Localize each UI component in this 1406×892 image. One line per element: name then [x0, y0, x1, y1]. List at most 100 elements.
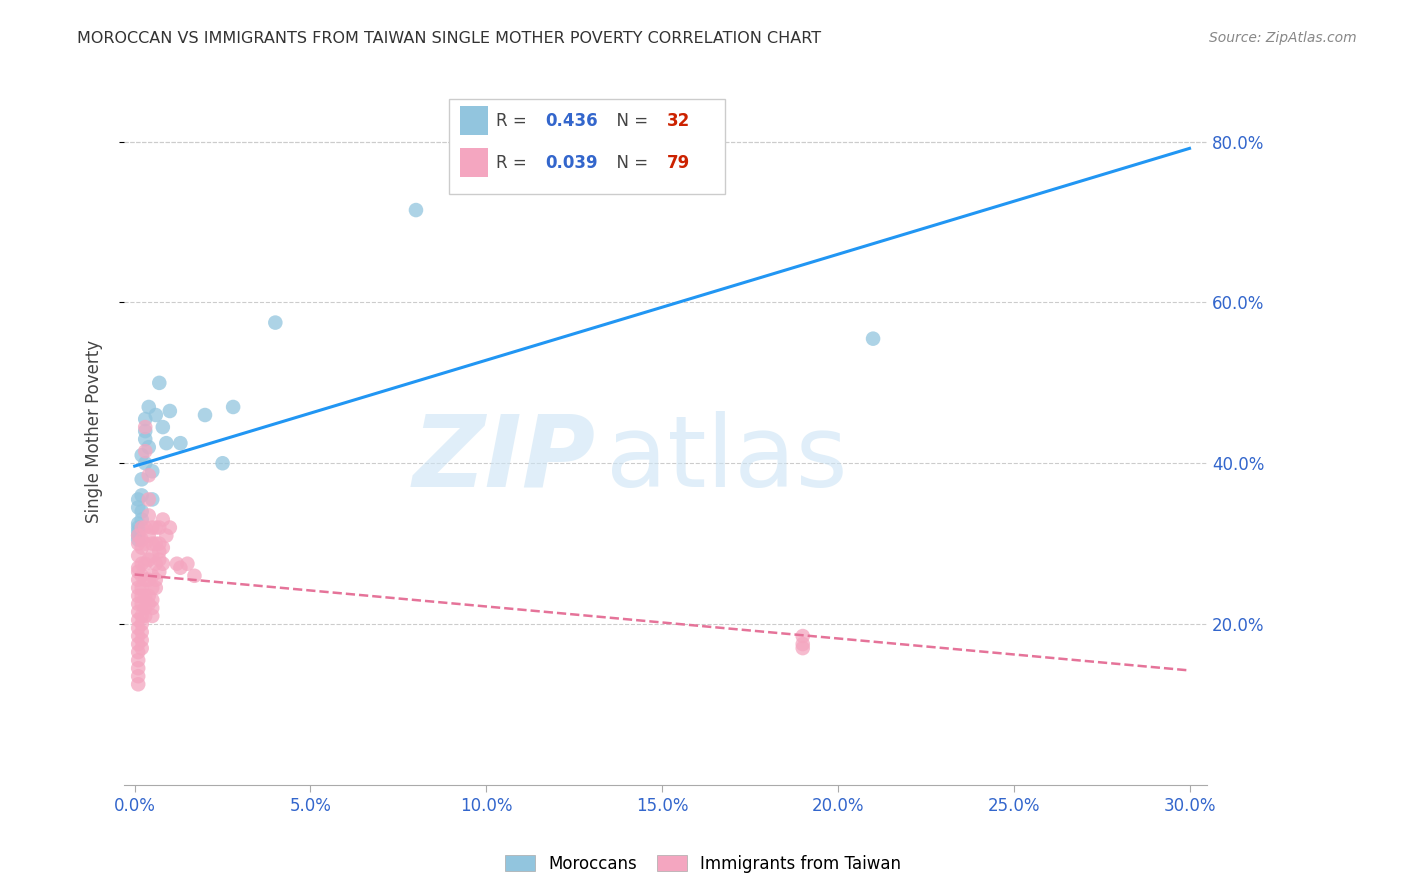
Point [152, 420, 174, 434]
Point [127, 677, 149, 691]
Point [131, 472, 153, 486]
Point [148, 520, 170, 534]
Point [131, 589, 153, 603]
Point [134, 573, 156, 587]
Point [131, 541, 153, 555]
Point [131, 609, 153, 624]
Point [131, 581, 153, 595]
Point [134, 424, 156, 438]
Point [127, 637, 149, 651]
Point [134, 601, 156, 615]
Point [131, 633, 153, 648]
Point [145, 573, 167, 587]
Point [127, 653, 149, 667]
Point [169, 560, 191, 574]
Point [194, 408, 217, 422]
Point [127, 549, 149, 563]
Point [127, 560, 149, 574]
Y-axis label: Single Mother Poverty: Single Mother Poverty [86, 340, 103, 523]
Point [141, 492, 163, 507]
Point [264, 316, 287, 330]
Point [405, 202, 427, 217]
Point [148, 536, 170, 550]
Point [159, 520, 181, 534]
Point [148, 565, 170, 579]
Point [131, 625, 153, 640]
Point [127, 597, 149, 611]
Point [152, 512, 174, 526]
Point [131, 533, 153, 547]
Point [138, 573, 160, 587]
Point [141, 568, 163, 582]
Point [159, 404, 181, 418]
Point [131, 520, 153, 534]
Point [127, 573, 149, 587]
Point [127, 565, 149, 579]
Point [138, 508, 160, 523]
Point [127, 533, 149, 547]
Point [127, 528, 149, 542]
Point [166, 557, 188, 571]
Point [127, 669, 149, 683]
Point [131, 641, 153, 656]
Point [141, 520, 163, 534]
Point [155, 436, 177, 450]
Point [131, 557, 153, 571]
Point [134, 520, 156, 534]
Point [792, 637, 814, 651]
Point [145, 520, 167, 534]
Point [141, 549, 163, 563]
Point [792, 641, 814, 656]
Point [127, 516, 149, 531]
Point [145, 408, 167, 422]
Point [148, 552, 170, 566]
Point [127, 613, 149, 627]
Text: atlas: atlas [606, 411, 848, 508]
Point [152, 557, 174, 571]
Point [127, 492, 149, 507]
Point [138, 552, 160, 566]
Point [141, 464, 163, 478]
Point [138, 597, 160, 611]
Point [138, 492, 160, 507]
Point [155, 528, 177, 542]
Point [141, 581, 163, 595]
Point [222, 400, 245, 414]
Point [134, 432, 156, 446]
Legend: Moroccans, Immigrants from Taiwan: Moroccans, Immigrants from Taiwan [498, 848, 908, 880]
Point [134, 557, 156, 571]
Point [141, 609, 163, 624]
Point [148, 544, 170, 558]
Point [127, 536, 149, 550]
Point [134, 609, 156, 624]
Point [131, 488, 153, 502]
Point [148, 376, 170, 390]
Point [127, 661, 149, 675]
Point [131, 512, 153, 526]
Point [127, 621, 149, 635]
Point [169, 436, 191, 450]
Point [134, 412, 156, 426]
Point [134, 420, 156, 434]
Point [131, 568, 153, 582]
Point [141, 536, 163, 550]
Point [127, 589, 149, 603]
Point [211, 456, 233, 470]
Point [127, 520, 149, 534]
Point [138, 589, 160, 603]
Point [127, 524, 149, 539]
Point [183, 568, 205, 582]
Point [145, 536, 167, 550]
Point [127, 581, 149, 595]
Point [145, 581, 167, 595]
Point [131, 597, 153, 611]
Point [141, 601, 163, 615]
Point [131, 617, 153, 632]
Point [862, 332, 884, 346]
Point [134, 456, 156, 470]
Point [138, 468, 160, 483]
Point [131, 448, 153, 462]
Point [792, 629, 814, 643]
Point [134, 444, 156, 458]
Text: MOROCCAN VS IMMIGRANTS FROM TAIWAN SINGLE MOTHER POVERTY CORRELATION CHART: MOROCCAN VS IMMIGRANTS FROM TAIWAN SINGL… [77, 31, 821, 46]
